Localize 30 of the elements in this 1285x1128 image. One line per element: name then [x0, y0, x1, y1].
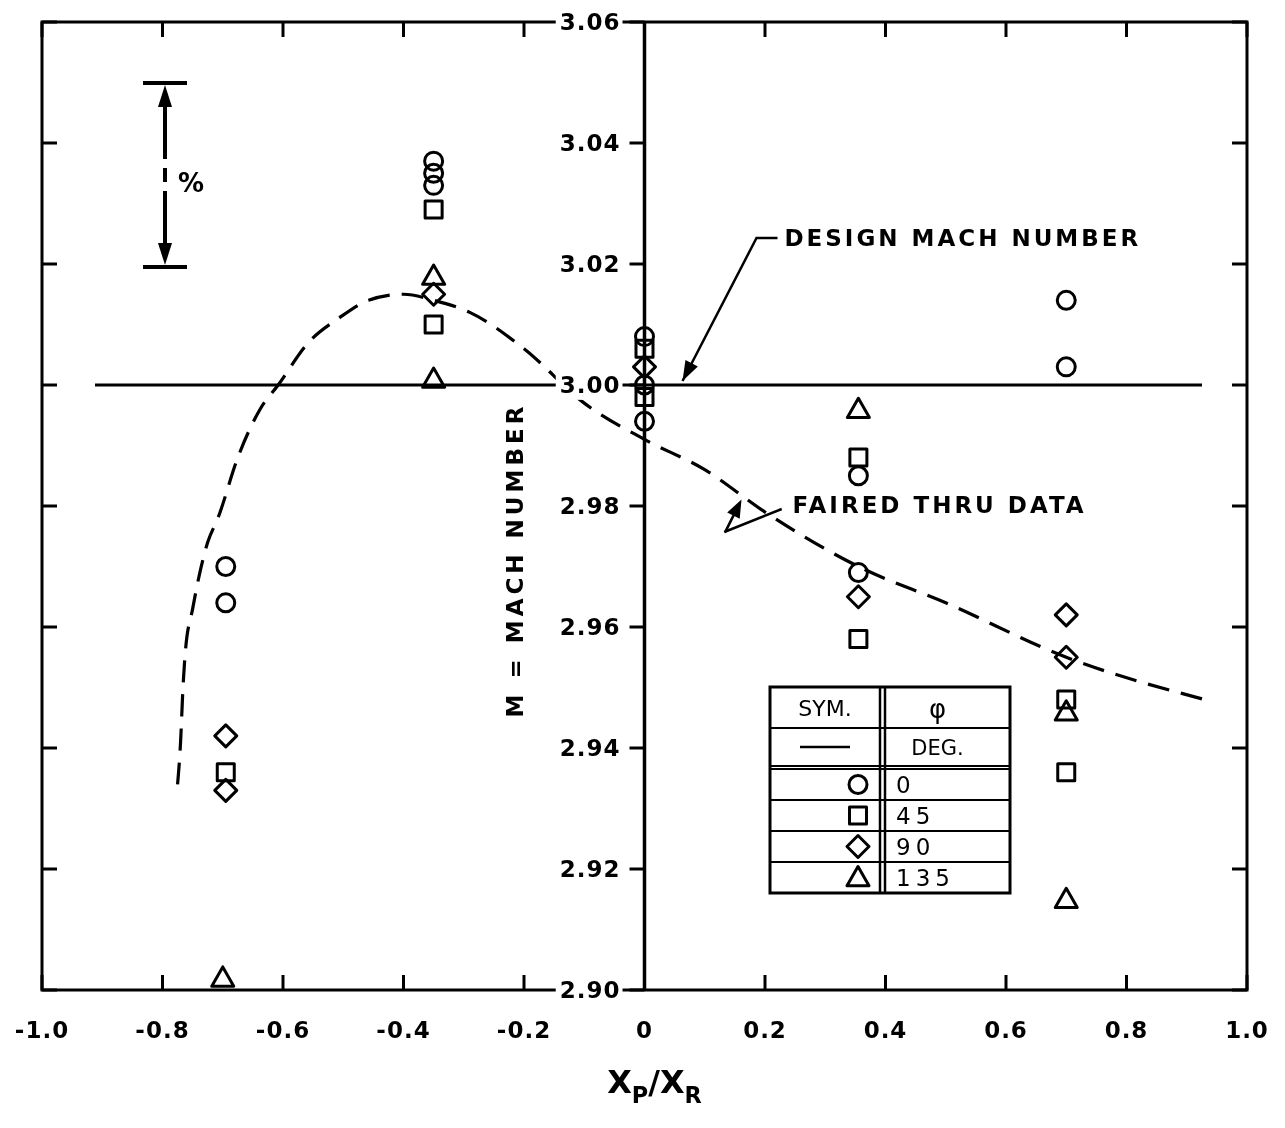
x-tick-label: -0.2 [496, 1017, 552, 1043]
x-tick-label: 0.8 [1104, 1017, 1149, 1043]
y-tick-label: 3.06 [559, 8, 621, 35]
y-tick-label: 2.96 [559, 613, 621, 640]
x-tick-label: 1.0 [1225, 1017, 1269, 1043]
legend-label: 0 [896, 771, 916, 798]
y-axis-title: M = MACH NUMBER [501, 402, 528, 718]
text: SYM. φ DEG. [798, 693, 964, 760]
x-tick-label: -0.4 [376, 1017, 431, 1043]
legend-label: 45 [896, 802, 936, 829]
x-tick-label: -0.8 [135, 1017, 190, 1043]
x-tick-label: -1.0 [14, 1017, 70, 1043]
x-tick-label: 0 [635, 1017, 654, 1043]
x-tick-label: 0.6 [984, 1017, 1028, 1043]
x-tick-label: 0.4 [863, 1017, 908, 1043]
legend-label: FAIRED THRU DATA [792, 491, 1087, 518]
x-tick-label: 0.2 [743, 1017, 787, 1043]
legend-label: 135 [896, 864, 955, 891]
y-tick-label: 3.04 [559, 129, 621, 156]
y-tick-label: 2.92 [559, 855, 621, 882]
ref-line-label: DESIGN MACH NUMBER [784, 225, 1142, 251]
y-tick-label: 3.02 [559, 250, 621, 277]
x-tick-label: -0.6 [255, 1017, 311, 1043]
annotation: % [177, 168, 205, 198]
y-tick-label: 3.00 [559, 371, 621, 398]
y-tick-label: 2.94 [559, 734, 621, 761]
y-tick-label: 2.90 [559, 976, 621, 1003]
x-axis-title: X$_{P}$/X$_{R}$ [607, 1063, 702, 1108]
y-tick-label: 2.98 [559, 492, 621, 519]
legend-label: 90 [896, 833, 936, 860]
